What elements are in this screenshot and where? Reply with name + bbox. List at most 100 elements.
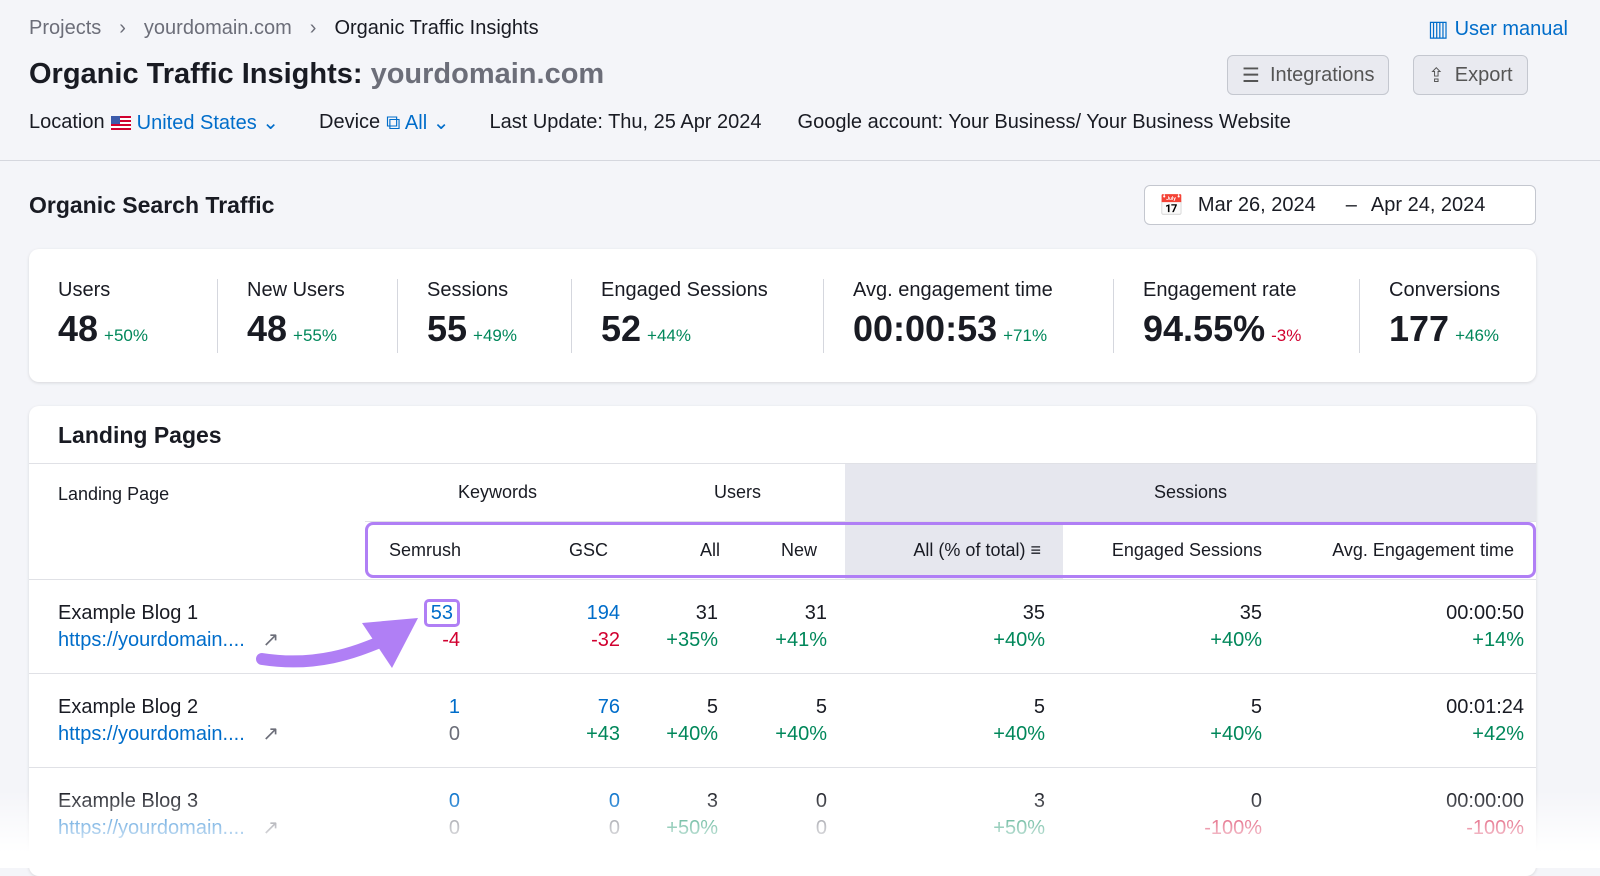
date-sep: – <box>1345 193 1357 216</box>
value-text: 5 <box>1033 696 1045 718</box>
metric-label: Engagement rate <box>1143 279 1297 301</box>
gsc-value[interactable]: 194 <box>530 600 620 627</box>
metric-label: Conversions <box>1389 279 1501 301</box>
column-label: Avg. Engagement time <box>1332 540 1514 560</box>
avg-delta: +42% <box>1472 723 1524 745</box>
eng-delta: +40% <box>1210 723 1262 745</box>
value-text: 76 <box>597 696 620 718</box>
external-link-icon[interactable]: ↗ <box>262 629 280 651</box>
value-text: 194 <box>586 602 620 624</box>
value-text: 1 <box>448 696 460 718</box>
chevron-down-icon: ⌄ <box>262 112 280 134</box>
url-text: https://yourdomain.... <box>58 723 245 745</box>
header-keywords: Keywords <box>365 463 630 522</box>
column-label: All <box>699 540 720 560</box>
metric-value: 48 <box>58 308 99 349</box>
upload-icon: ⇪ <box>1428 64 1445 87</box>
last-update: Last Update: Thu, 25 Apr 2024 <box>489 111 762 133</box>
semrush-delta: -4 <box>442 629 460 651</box>
metric-value: 177 <box>1389 308 1450 349</box>
column-header: Engaged Sessions <box>1063 521 1280 580</box>
date-range-picker[interactable]: 📅 Mar 26, 2024 – Apr 24, 2024 <box>1144 185 1536 225</box>
page-name: Example Blog 2 <box>58 696 199 718</box>
value-text: 53 <box>423 599 460 627</box>
location-value: United States <box>136 112 257 134</box>
title-text: Organic Traffic Insights: <box>29 58 363 90</box>
divider <box>0 160 1600 161</box>
user-manual-link[interactable]: ▥ User manual <box>1428 16 1568 42</box>
value-text: 35 <box>1022 602 1045 624</box>
google-account: Google account: Your Business/ Your Busi… <box>797 111 1291 133</box>
all-delta: +40% <box>666 723 718 745</box>
metric-label: Users <box>58 279 111 301</box>
all-value: 5 <box>630 694 718 721</box>
column-header: GSC <box>530 521 630 580</box>
metric-5: Engagement rate 94.55% -3% <box>1113 279 1359 353</box>
metric-value: 48 <box>247 308 288 349</box>
column-header[interactable]: All (% of total) ≡ <box>845 521 1063 580</box>
location-dropdown[interactable]: United States ⌄ <box>137 110 279 135</box>
metric-delta: +44% <box>647 326 691 345</box>
gsc-value[interactable]: 76 <box>530 694 620 721</box>
gsc-delta: +43 <box>586 723 620 745</box>
us-flag-icon <box>110 115 131 130</box>
breadcrumb: Projects › yourdomain.com › Organic Traffi… <box>29 17 539 40</box>
metric-delta: -3% <box>1271 326 1302 345</box>
s_all-delta: +40% <box>993 723 1045 745</box>
chevron-down-icon: ⌄ <box>432 112 450 134</box>
chevron-right-icon: › <box>309 17 317 39</box>
column-header: Semrush <box>365 521 530 580</box>
url-text: https://yourdomain.... <box>58 629 245 651</box>
external-link-icon[interactable]: ↗ <box>262 723 280 745</box>
list-add-icon: ☰ <box>1242 64 1260 87</box>
filters-bar: Location United States ⌄ Device ⧉ All ⌄ … <box>29 110 1297 135</box>
value-text: 5 <box>815 696 827 718</box>
gsc-delta: -32 <box>591 629 620 651</box>
breadcrumb-current: Organic Traffic Insights <box>334 17 539 39</box>
avg-value: 00:01:24 <box>1280 694 1524 721</box>
metric-value: 94.55% <box>1143 308 1266 349</box>
column-label: All (% of total) <box>913 540 1026 560</box>
page-url[interactable]: https://yourdomain.... ↗ <box>58 627 365 654</box>
sort-icon[interactable]: ≡ <box>1030 540 1041 560</box>
export-button[interactable]: ⇪ Export <box>1413 55 1528 95</box>
metric-delta: +46% <box>1455 326 1500 345</box>
breadcrumb-projects[interactable]: Projects <box>29 17 102 39</box>
metric-delta: +50% <box>104 326 148 345</box>
metric-2: Sessions 55 +49% <box>397 279 571 353</box>
eng-value: 35 <box>1063 600 1262 627</box>
header-users: Users <box>630 463 845 522</box>
page-url[interactable]: https://yourdomain.... ↗ <box>58 721 365 748</box>
metric-label: Engaged Sessions <box>601 279 768 301</box>
date-start: Mar 26, 2024 <box>1197 193 1316 216</box>
devices-icon: ⧉ <box>386 112 401 134</box>
avg-value: 00:00:50 <box>1280 600 1524 627</box>
book-icon: ▥ <box>1427 16 1449 41</box>
column-header: All <box>630 521 730 580</box>
column-label: Semrush <box>389 540 462 560</box>
new-delta: +41% <box>775 629 827 651</box>
eng-value: 5 <box>1063 694 1262 721</box>
device-dropdown[interactable]: ⧉ All ⌄ <box>386 110 449 135</box>
semrush-value[interactable]: 53 <box>365 599 460 627</box>
column-header: New <box>730 521 845 580</box>
page-name: Example Blog 1 <box>58 602 199 624</box>
metric-label: Sessions <box>427 279 509 301</box>
column-label: Engaged Sessions <box>1111 540 1262 560</box>
new-delta: +40% <box>775 723 827 745</box>
value-text: 35 <box>1239 602 1262 624</box>
metric-delta: +55% <box>293 326 337 345</box>
user-manual-label: User manual <box>1454 17 1568 40</box>
value-text: 31 <box>804 602 827 624</box>
metric-value: 52 <box>601 308 642 349</box>
breadcrumb-domain[interactable]: yourdomain.com <box>143 17 292 39</box>
integrations-button[interactable]: ☰ Integrations <box>1227 55 1390 95</box>
value-text: 5 <box>1250 696 1262 718</box>
metric-value: 00:00:53 <box>853 308 998 349</box>
header-sessions: Sessions <box>845 463 1536 522</box>
semrush-value[interactable]: 1 <box>365 694 460 721</box>
column-header: Avg. Engagement time <box>1280 521 1536 580</box>
metric-label: New Users <box>247 279 345 301</box>
integrations-label: Integrations <box>1269 63 1375 86</box>
